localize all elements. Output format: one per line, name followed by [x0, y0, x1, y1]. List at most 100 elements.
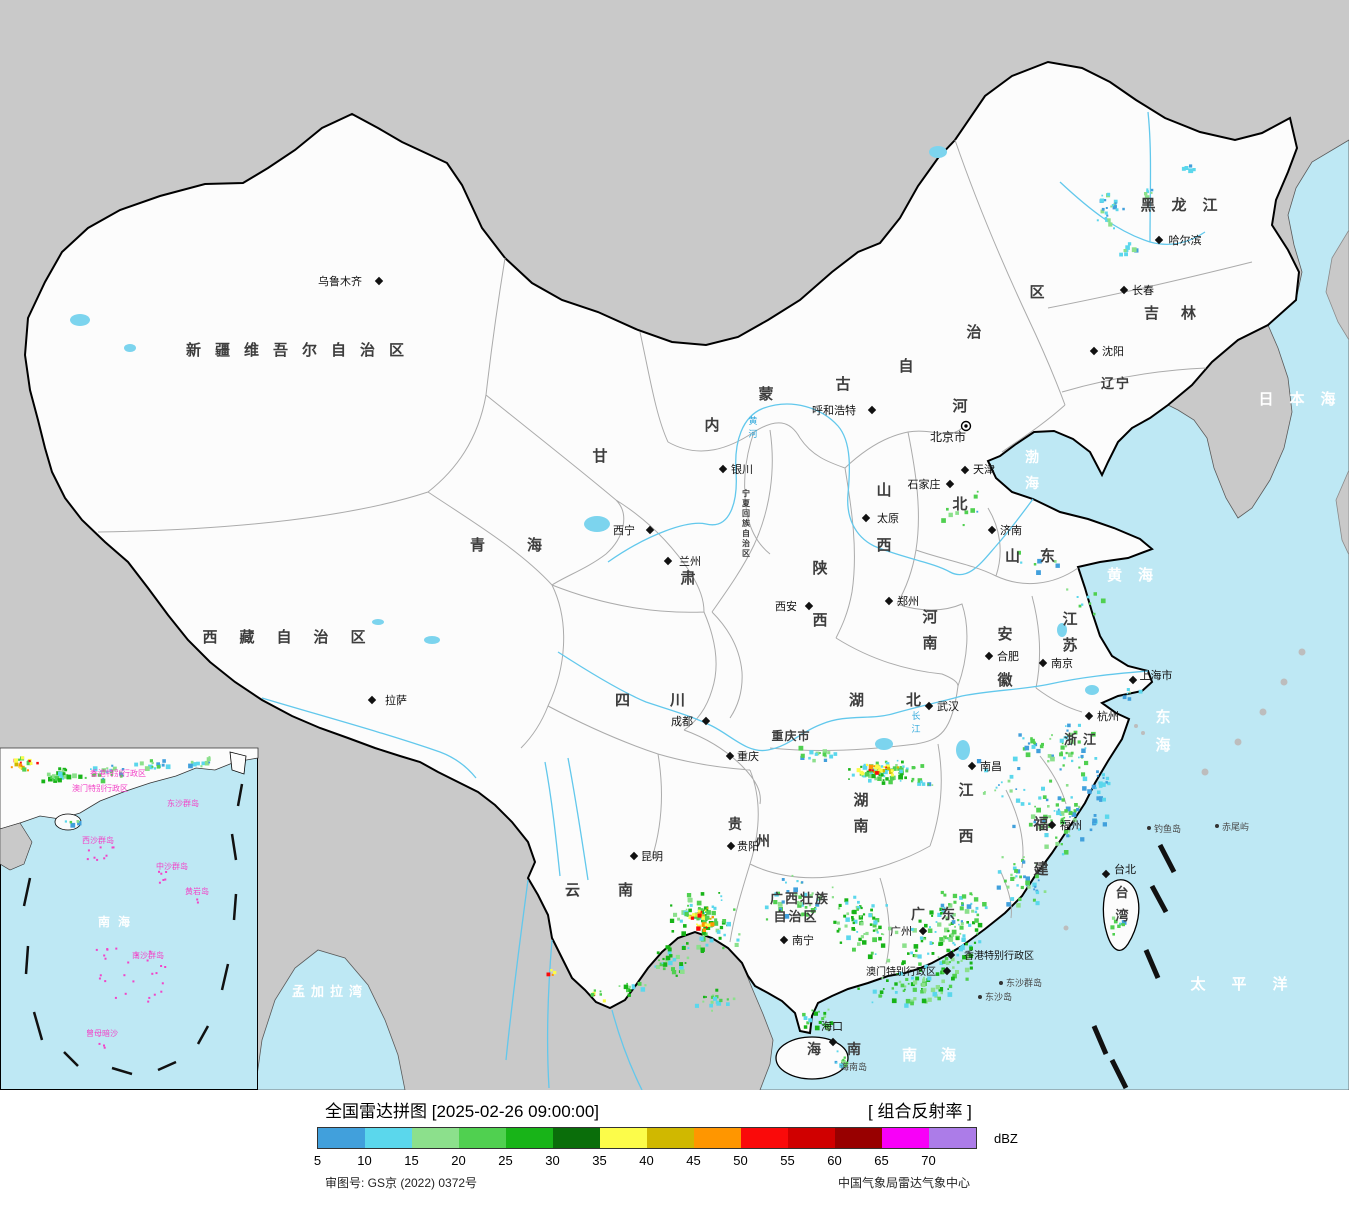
province-label: 黑龙江	[1140, 196, 1233, 214]
echo-pixel	[1044, 833, 1049, 838]
echo-pixel	[148, 764, 153, 770]
echo-pixel	[904, 1003, 909, 1008]
echo-pixel	[984, 906, 988, 910]
colorbar-segment-10	[365, 1128, 412, 1148]
echo-pixel	[1150, 188, 1154, 192]
province-label: 自	[898, 357, 913, 375]
scale-value: 20	[451, 1153, 466, 1168]
island-label: 海南岛	[840, 1061, 867, 1072]
echo-pixel	[794, 893, 798, 897]
echo-pixel	[1056, 810, 1061, 816]
scale-values: 5 10 15 20 25 30 35 40 45 50 55 60 65 70	[294, 1153, 952, 1168]
echo-pixel	[885, 762, 890, 766]
echo-pixel	[1096, 774, 1099, 777]
echo-pixel	[1010, 897, 1015, 901]
echo-pixel	[902, 765, 905, 768]
echo-pixel	[984, 791, 986, 793]
echo-pixel	[920, 939, 924, 943]
city-label: 呼和浩特	[812, 403, 856, 417]
city-label: 银川	[731, 462, 753, 476]
echo-pixel	[1033, 742, 1038, 747]
echo-pixel	[1105, 207, 1108, 209]
echo-pixel	[943, 906, 946, 909]
echo-pixel	[551, 973, 554, 976]
city-label: 沈阳	[1102, 344, 1124, 358]
echo-pixel	[827, 1024, 830, 1027]
echo-pixel	[1101, 207, 1105, 211]
echo-pixel	[1080, 837, 1085, 842]
echo-pixel	[1060, 843, 1063, 846]
echo-pixel	[931, 784, 934, 786]
echo-pixel	[829, 1021, 833, 1025]
echo-cluster	[590, 989, 606, 1003]
echo-pixel	[856, 908, 859, 911]
echo-pixel	[957, 919, 960, 922]
echo-pixel	[1018, 733, 1022, 737]
echo-pixel	[700, 911, 705, 917]
province-label: 区	[1029, 284, 1044, 301]
echo-pixel	[17, 758, 21, 761]
echo-pixel	[969, 966, 973, 970]
echo-pixel	[1072, 818, 1077, 822]
echo-pixel	[1036, 807, 1041, 813]
echo-pixel	[932, 942, 934, 945]
echo-pixel	[875, 918, 880, 923]
echo-pixel	[815, 902, 820, 907]
echo-pixel	[872, 989, 877, 994]
echo-pixel	[689, 903, 693, 907]
echo-pixel	[868, 913, 872, 918]
province-label: 辽宁	[1101, 376, 1131, 391]
echo-pixel	[121, 768, 125, 771]
echo-pixel	[899, 766, 902, 769]
echo-cluster	[1181, 164, 1196, 174]
echo-pixel	[1036, 748, 1041, 754]
echo-cluster	[188, 756, 211, 769]
city-marker	[967, 761, 977, 771]
inset-island-dot	[151, 972, 154, 975]
echo-pixel	[112, 766, 117, 771]
inset-island-dot	[155, 972, 158, 975]
city-marker	[987, 525, 997, 535]
echo-pixel	[968, 923, 972, 927]
inset-island-dot	[115, 947, 118, 950]
city-marker	[367, 695, 377, 705]
echo-pixel	[710, 995, 715, 999]
echo-pixel	[880, 765, 884, 768]
echo-pixel	[1119, 252, 1123, 257]
echo-pixel	[1082, 776, 1088, 782]
echo-cluster	[1110, 915, 1127, 936]
echo-pixel	[1007, 779, 1011, 783]
echo-pixel	[774, 892, 779, 897]
echo-pixel	[66, 774, 72, 780]
echo-pixel	[907, 952, 910, 955]
echo-pixel	[57, 778, 62, 783]
echo-pixel	[952, 913, 956, 917]
echo-pixel	[46, 772, 51, 777]
echo-pixel	[1059, 738, 1064, 743]
echo-pixel	[1098, 784, 1103, 788]
inset-island-dot	[196, 901, 199, 904]
echo-pixel	[955, 970, 959, 974]
echo-pixel	[200, 765, 203, 768]
inset-island-dot	[104, 957, 107, 960]
city-marker	[960, 465, 970, 475]
echo-pixel	[1042, 819, 1045, 822]
echo-pixel	[1073, 730, 1078, 735]
echo-pixel	[842, 1058, 845, 1062]
echo-pixel	[791, 874, 794, 877]
echo-pixel	[201, 761, 206, 766]
echo-pixel	[886, 766, 891, 771]
echo-pixel	[1064, 821, 1066, 824]
echo-pixel	[41, 779, 46, 784]
echo-pixel	[677, 917, 680, 921]
province-borders	[97, 139, 1253, 965]
echo-pixel	[823, 1011, 827, 1015]
echo-pixel	[881, 769, 885, 773]
echo-pixel	[553, 970, 557, 975]
echo-pixel	[1068, 732, 1074, 737]
echo-pixel	[954, 925, 956, 928]
echo-pixel	[1020, 885, 1024, 890]
echo-pixel	[1063, 829, 1068, 834]
echo-pixel	[623, 984, 629, 990]
